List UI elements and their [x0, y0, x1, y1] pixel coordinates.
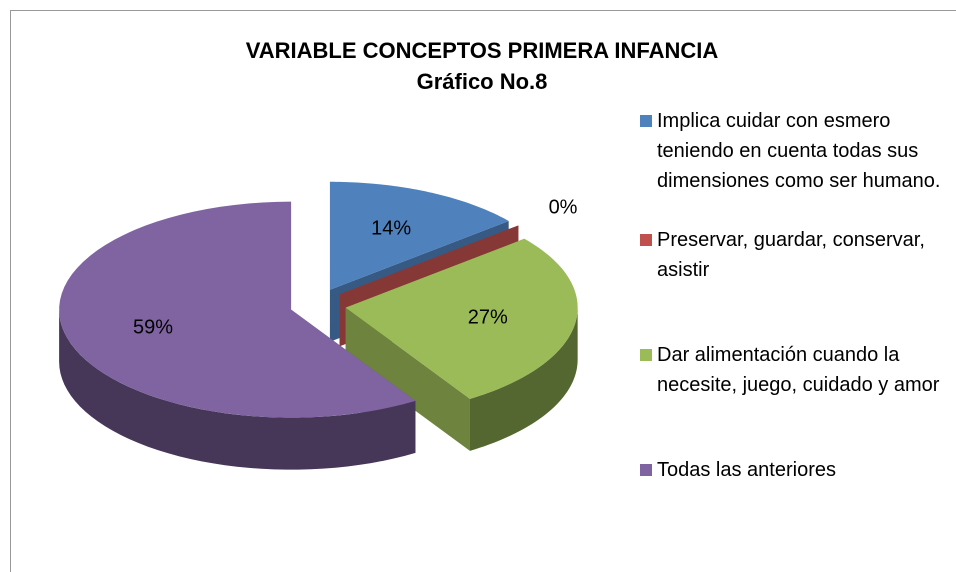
legend-label: Todas las anteriores — [657, 459, 836, 481]
legend-item: Preservar, guardar, conservar, asistir — [640, 225, 952, 285]
value-label: 59% — [133, 317, 173, 339]
slice — [59, 201, 416, 418]
legend-swatch — [640, 349, 652, 361]
legend-swatch — [640, 464, 652, 476]
slice-side — [59, 309, 416, 470]
legend-swatch — [640, 115, 652, 127]
legend-label: Implica cuidar con esmero teniendo en cu… — [657, 110, 941, 192]
legend-label: Dar alimentación cuando la necesite, jue… — [657, 344, 940, 396]
chart-title: VARIABLE CONCEPTOS PRIMERA INFANCIA — [246, 38, 719, 63]
slice — [329, 181, 509, 290]
value-label: 14% — [371, 217, 411, 239]
legend-label: Preservar, guardar, conservar, asistir — [657, 229, 925, 281]
legend-item: Implica cuidar con esmero teniendo en cu… — [640, 106, 952, 196]
chart-border — [10, 10, 956, 572]
legend-swatch — [640, 234, 652, 246]
slice-wall — [345, 307, 470, 451]
slice-side — [469, 307, 578, 451]
value-label: 27% — [468, 306, 508, 328]
legend-item: Dar alimentación cuando la necesite, jue… — [640, 340, 952, 400]
legend-item: Todas las anteriores — [640, 455, 952, 485]
value-label: 0% — [549, 197, 578, 219]
slice — [345, 238, 578, 399]
chart-subtitle: Gráfico No.8 — [417, 69, 548, 94]
